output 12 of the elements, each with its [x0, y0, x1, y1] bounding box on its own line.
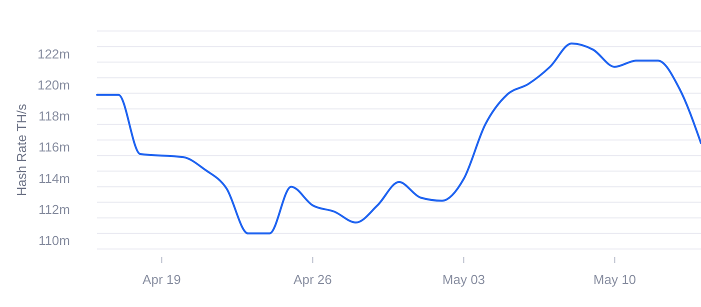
y-tick-label: 122m [37, 46, 70, 62]
y-tick-label: 120m [37, 77, 70, 92]
x-tick-label: Apr 26 [294, 272, 332, 288]
y-tick-label: 112m [38, 202, 70, 217]
y-tick-label: 110m [38, 233, 70, 248]
y-tick-label: 114m [38, 170, 70, 186]
y-tick-label: 116m [38, 140, 70, 155]
x-tick-label: May 10 [593, 272, 636, 288]
y-tick-label: 118m [38, 108, 70, 124]
x-tick-label: May 03 [442, 272, 486, 288]
y-axis-title: Hash Rate TH/s [14, 103, 29, 196]
x-tick-label: Apr 19 [142, 272, 181, 288]
